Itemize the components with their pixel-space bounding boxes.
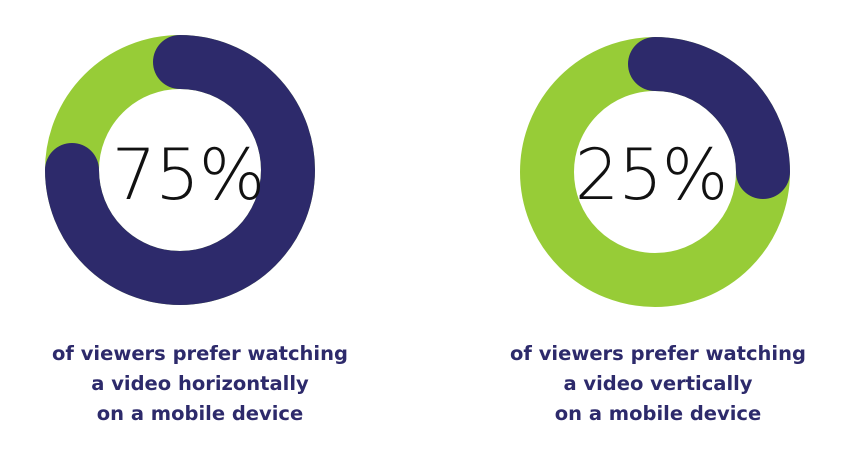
donut-ring-1 (45, 35, 315, 305)
caption-line: a video horizontally (91, 372, 309, 395)
caption-line: of viewers prefer watching (510, 342, 806, 365)
donut-caption-1: of viewers prefer watching a video horiz… (0, 339, 400, 429)
donut-value-label-1: 75% (112, 134, 265, 216)
donut-value-label-2: 25% (575, 134, 728, 216)
caption-line: of viewers prefer watching (52, 342, 348, 365)
donut-chart-2: 25% (520, 37, 790, 307)
donut-chart-panel-2: 25% of viewers prefer watching a video v… (458, 0, 858, 450)
donut-caption-2: of viewers prefer watching a video verti… (458, 339, 858, 429)
caption-line: a video vertically (563, 372, 753, 395)
caption-line: on a mobile device (96, 402, 304, 425)
donut-slice-main (45, 35, 315, 305)
donut-slice-main (628, 37, 790, 199)
caption-line: on a mobile device (554, 402, 762, 425)
donut-chart-1: 75% (45, 35, 315, 305)
donut-chart-panel-1: 75% of viewers prefer watching a video h… (0, 0, 400, 450)
donut-ring-2 (520, 37, 790, 307)
